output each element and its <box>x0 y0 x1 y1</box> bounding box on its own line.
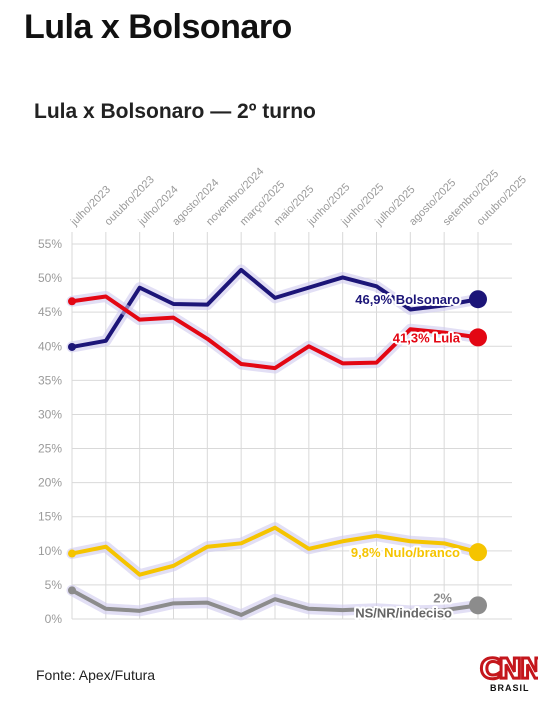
y-tick-label: 5% <box>45 578 63 592</box>
cnn-brasil-logo: CNN BRASIL <box>479 652 539 693</box>
page-title: Lula x Bolsonaro <box>24 8 292 46</box>
nulo-line <box>70 525 480 577</box>
y-tick-label: 10% <box>38 544 62 558</box>
nulo-end-label: 9,8% Nulo/branco <box>351 545 460 560</box>
y-tick-label: 25% <box>38 442 62 456</box>
y-axis-ticks: 0% 5% 10% 15% 20% 25% 30% 35% 40% 45% 50% 55% <box>38 237 62 626</box>
nulo-end-point <box>469 543 487 562</box>
indeciso-end-label-2: NS/NR/indeciso <box>355 605 452 620</box>
end-labels: 46,9% Bolsonaro 41,3% Lula 9,8% Nulo/branc… <box>349 290 463 622</box>
indeciso-end-label: 2% <box>433 590 452 605</box>
logo-text: CNN <box>480 652 538 685</box>
y-tick-label: 0% <box>45 612 63 626</box>
y-tick-label: 55% <box>38 237 62 251</box>
lula-end-point <box>469 328 487 347</box>
y-tick-label: 15% <box>38 510 62 524</box>
y-tick-label: 45% <box>38 305 62 319</box>
series-lines <box>66 264 487 621</box>
logo-subtext: BRASIL <box>490 683 530 693</box>
x-axis-ticks: julho/2023outubro/2023julho/2024agosto/2… <box>68 166 529 229</box>
indeciso-line <box>70 588 480 617</box>
indeciso-end-point <box>469 596 487 615</box>
lula-line <box>70 294 480 371</box>
x-tick-label: novembro/2024 <box>204 166 267 229</box>
y-tick-label: 35% <box>38 373 62 387</box>
bolsonaro-start-point <box>68 342 76 351</box>
source-note: Fonte: Apex/Futura <box>36 667 156 683</box>
lula-start-point <box>68 297 76 306</box>
y-tick-label: 20% <box>38 476 62 490</box>
y-tick-label: 30% <box>38 407 62 421</box>
nulo-start-point <box>68 549 76 558</box>
y-tick-label: 50% <box>38 271 62 285</box>
bolsonaro-end-label: 46,9% Bolsonaro <box>355 292 460 307</box>
bolsonaro-end-point <box>469 290 487 309</box>
chart-title: Lula x Bolsonaro — 2º turno <box>34 100 316 123</box>
y-tick-label: 40% <box>38 339 62 353</box>
lula-end-label: 41,3% Lula <box>393 330 461 345</box>
indeciso-start-point <box>68 586 76 595</box>
bolsonaro-line <box>70 267 480 349</box>
